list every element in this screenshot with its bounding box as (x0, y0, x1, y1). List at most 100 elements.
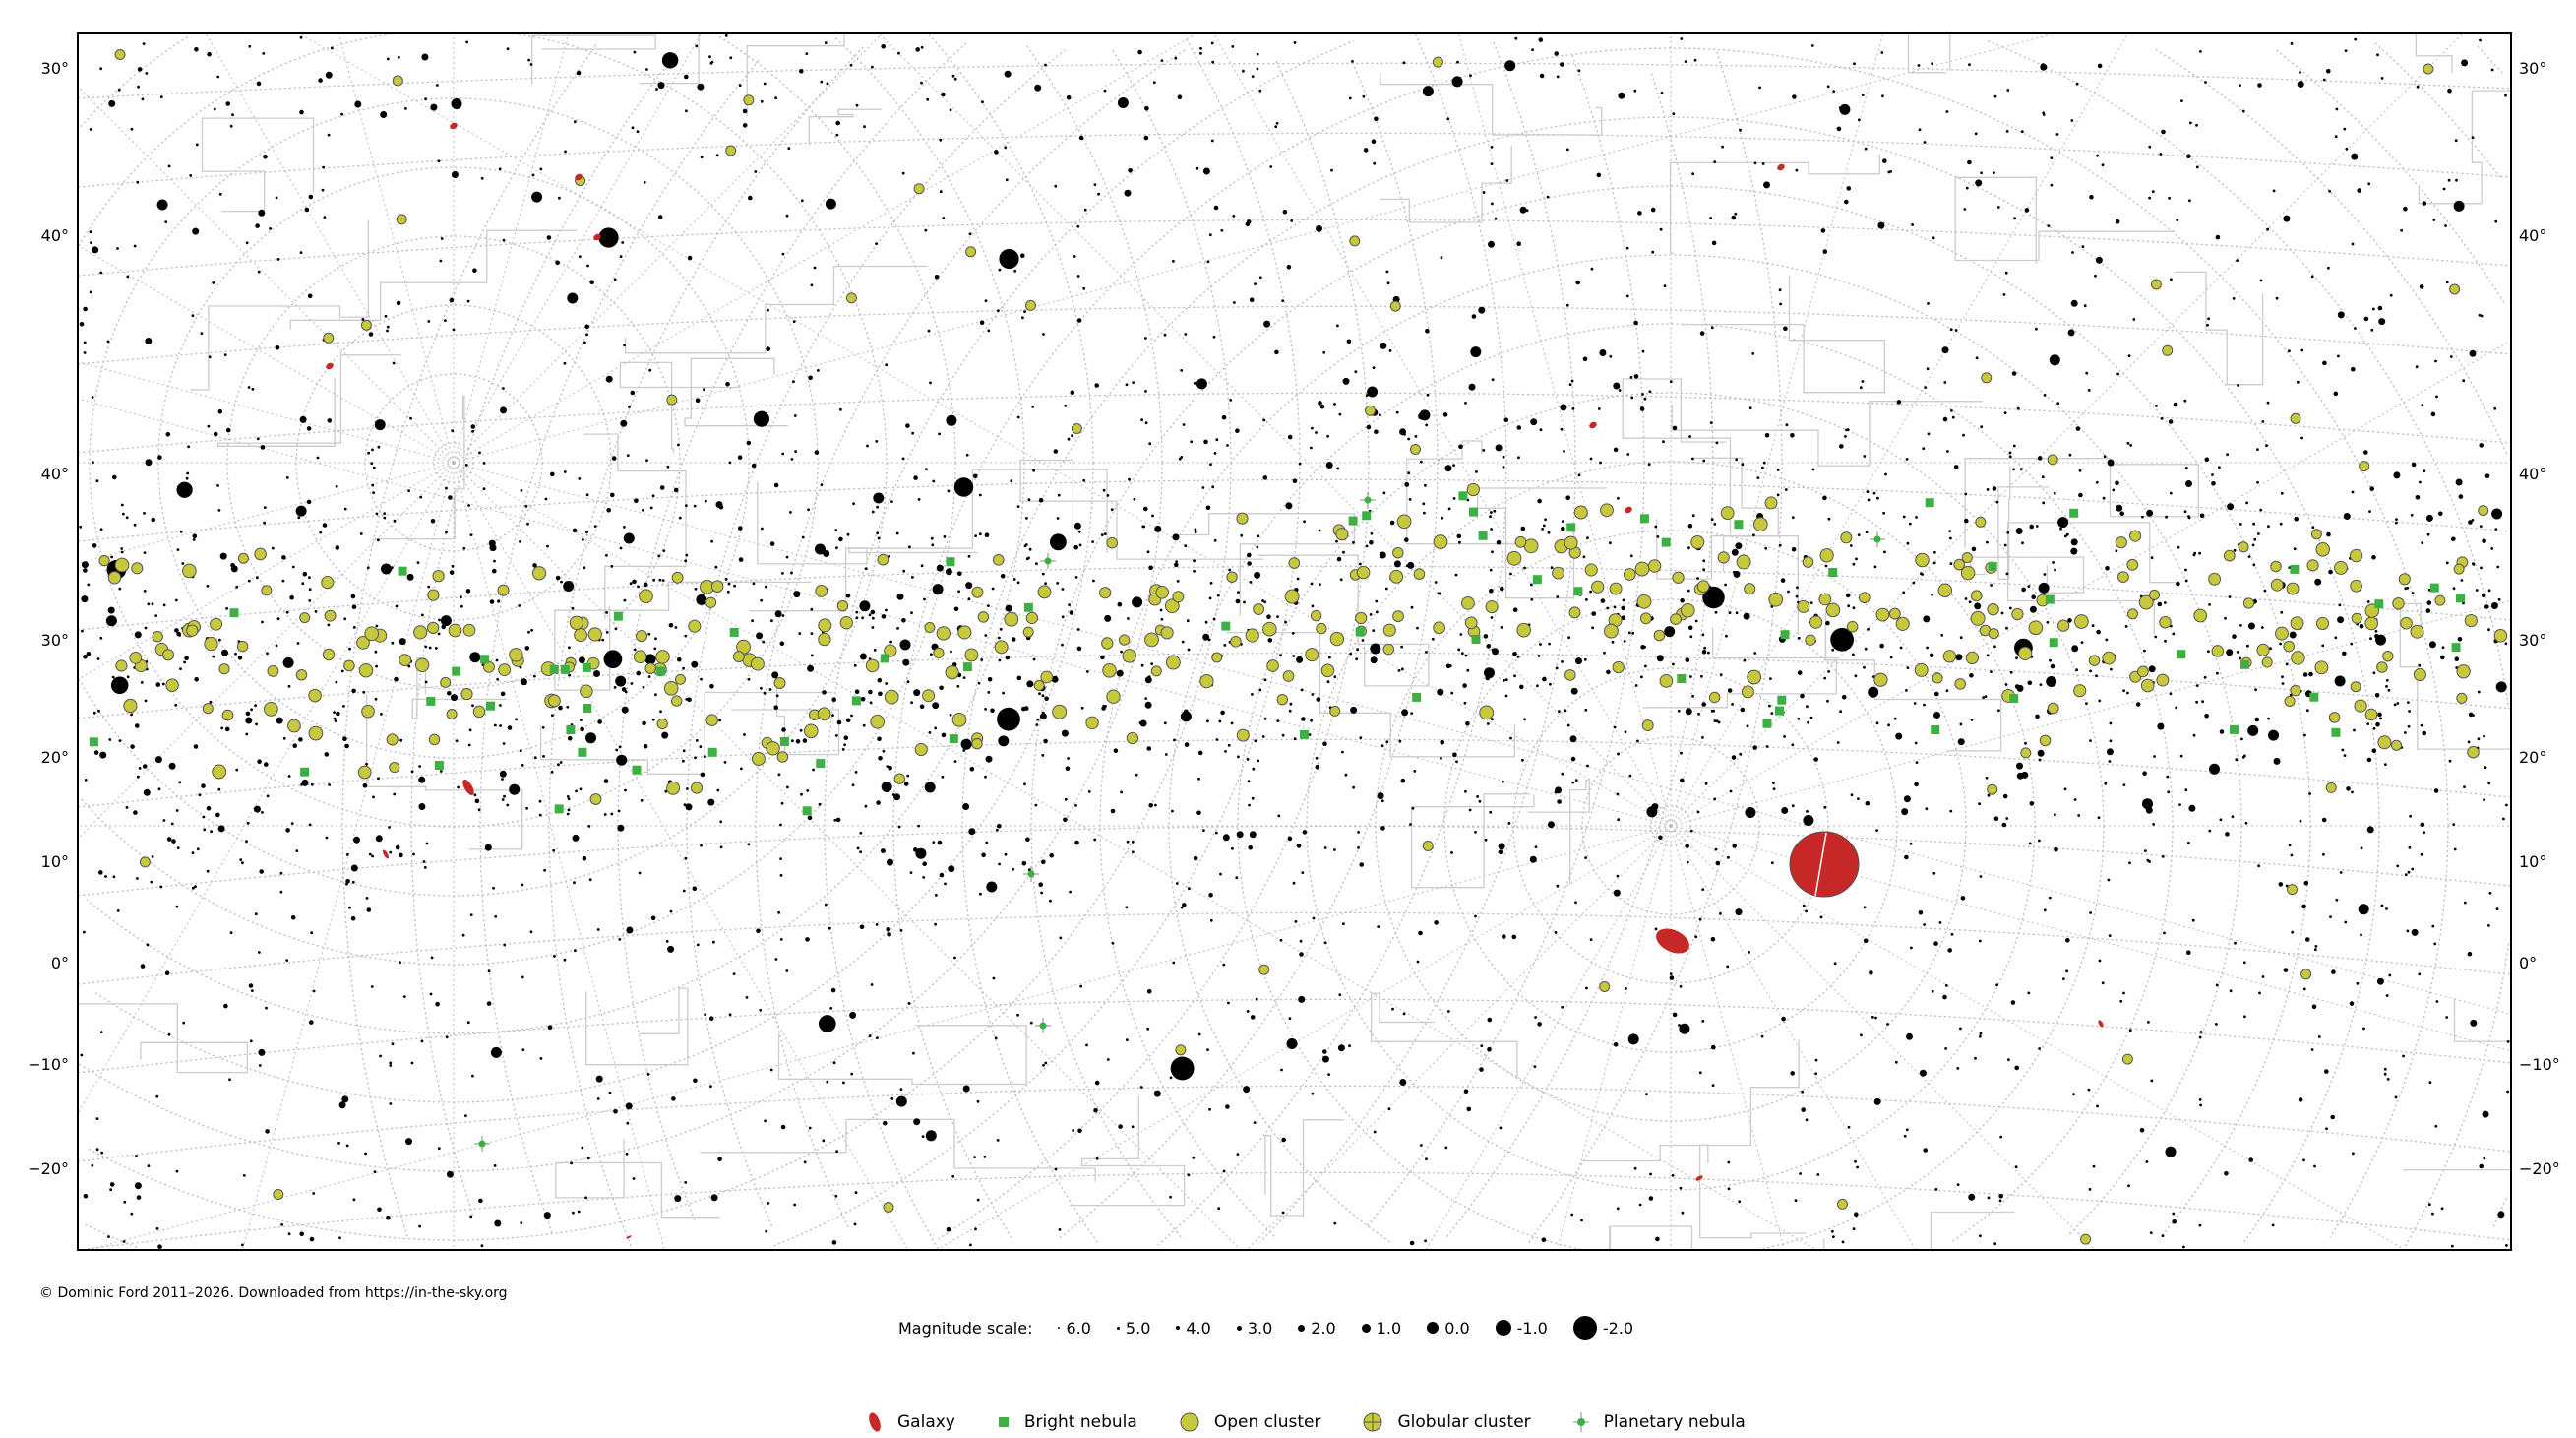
star (654, 693, 657, 697)
star (1311, 693, 1315, 696)
star (1137, 49, 1142, 55)
star (1537, 1022, 1542, 1027)
star (984, 532, 990, 537)
bright-nebula (1221, 621, 1231, 631)
grid-circle (410, 49, 679, 1216)
star (1249, 831, 1257, 839)
star (155, 1227, 159, 1230)
star (2048, 896, 2052, 900)
star (2506, 1090, 2510, 1094)
open-cluster (2121, 1053, 2133, 1065)
star (883, 1120, 888, 1126)
star (1672, 425, 1678, 431)
star (704, 1013, 707, 1017)
legend-globular-cluster-label: Globular cluster (1397, 1412, 1531, 1432)
star (1606, 669, 1611, 675)
constellation-boundary (1907, 33, 1951, 74)
star (2418, 972, 2422, 976)
star (2253, 537, 2257, 541)
star (1193, 855, 1198, 861)
star (1196, 378, 1207, 390)
star (921, 1135, 925, 1138)
star (1826, 85, 1830, 89)
star (1355, 657, 1359, 661)
star (2146, 509, 2154, 517)
grid-line (298, 33, 1672, 827)
open-cluster (2464, 614, 2478, 628)
star (999, 248, 1019, 270)
bright-nebula (1469, 507, 1478, 517)
star (1943, 381, 1947, 384)
star (1669, 380, 1673, 384)
constellation-boundary (1380, 145, 1512, 223)
open-cluster (1552, 566, 1564, 580)
star (941, 775, 945, 779)
star (1489, 568, 1493, 572)
star (624, 788, 627, 792)
planetary-nebula-icon (1572, 1412, 1589, 1432)
star (1710, 518, 1714, 522)
star (2371, 307, 2375, 311)
star (1375, 599, 1379, 603)
star (2463, 785, 2466, 788)
star (939, 872, 945, 878)
star (2395, 518, 2398, 521)
star (761, 527, 764, 531)
star (2029, 605, 2037, 613)
star (1181, 640, 1185, 644)
open-cluster (2377, 735, 2392, 750)
star (1741, 463, 1745, 467)
star (1206, 260, 1210, 264)
star (927, 329, 931, 333)
star (2467, 740, 2471, 744)
star (597, 719, 602, 724)
star (2228, 595, 2232, 598)
grid-circle (1186, 38, 1301, 464)
star (2273, 757, 2281, 765)
bright-nebula (851, 696, 861, 706)
open-cluster (1165, 655, 1181, 670)
star (380, 713, 383, 716)
star (1169, 1195, 1172, 1199)
star (1054, 184, 1058, 188)
star (2185, 480, 2192, 487)
star (1069, 890, 1072, 894)
star (984, 634, 988, 637)
star (1378, 413, 1381, 417)
star (2199, 1031, 2203, 1033)
open-cluster (2290, 684, 2301, 697)
star (743, 733, 746, 736)
star (1226, 444, 1229, 447)
star (247, 579, 251, 583)
star (876, 1036, 879, 1039)
star (390, 566, 394, 570)
star (598, 227, 619, 248)
open-cluster (1514, 535, 1527, 548)
star (1269, 165, 1273, 168)
star (399, 961, 401, 965)
star (370, 462, 374, 465)
star (1621, 605, 1625, 611)
star (1677, 709, 1681, 713)
star (1076, 318, 1082, 323)
star (2343, 513, 2351, 520)
star (1577, 473, 1581, 477)
star (1947, 948, 1952, 953)
star (1237, 755, 1240, 759)
star (2326, 69, 2331, 74)
star (2037, 749, 2045, 757)
open-cluster (1433, 534, 1448, 550)
star (501, 798, 505, 801)
star (1287, 836, 1293, 842)
star (1286, 265, 1292, 270)
star (2445, 1016, 2449, 1019)
open-cluster (1818, 593, 1832, 606)
star (1709, 217, 1712, 219)
bright-nebula (398, 566, 407, 576)
bright-nebula (2230, 724, 2239, 734)
open-cluster (2088, 655, 2101, 666)
star (1337, 1044, 1345, 1052)
open-cluster (971, 738, 983, 750)
star (1509, 736, 1512, 740)
star (341, 1095, 349, 1103)
